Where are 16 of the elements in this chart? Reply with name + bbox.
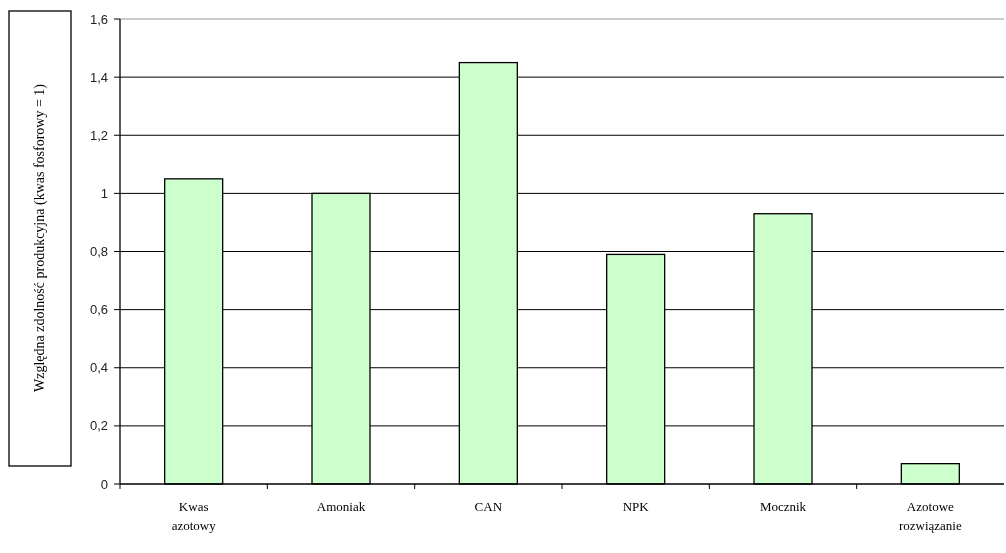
x-tick-label: Kwas azotowy [171,499,217,533]
y-tick-label: 0 [100,476,108,492]
x-tick-label: Amoniak [316,499,366,514]
y-tick-label: 0,6 [89,302,108,318]
x-tick-label: NPK [622,499,650,514]
x-tick-label: CAN [474,499,503,514]
y-tick-label: 1,6 [89,11,108,27]
y-axis-title: Względna zdolność produkcyjna (kwas fosforowy = 1) [32,83,48,393]
y-tick-label: 0,8 [89,244,108,260]
y-tick-label: 0,4 [89,360,108,376]
y-tick-label: 1,4 [89,69,108,85]
y-tick-label: 1,2 [89,127,108,143]
y-tick-label: 0,2 [89,418,108,434]
x-tick-label: Azotowe rozwiązanie [898,499,962,533]
y-tick-label: 1 [100,185,108,201]
x-tick-label: Mocznik [759,499,807,514]
